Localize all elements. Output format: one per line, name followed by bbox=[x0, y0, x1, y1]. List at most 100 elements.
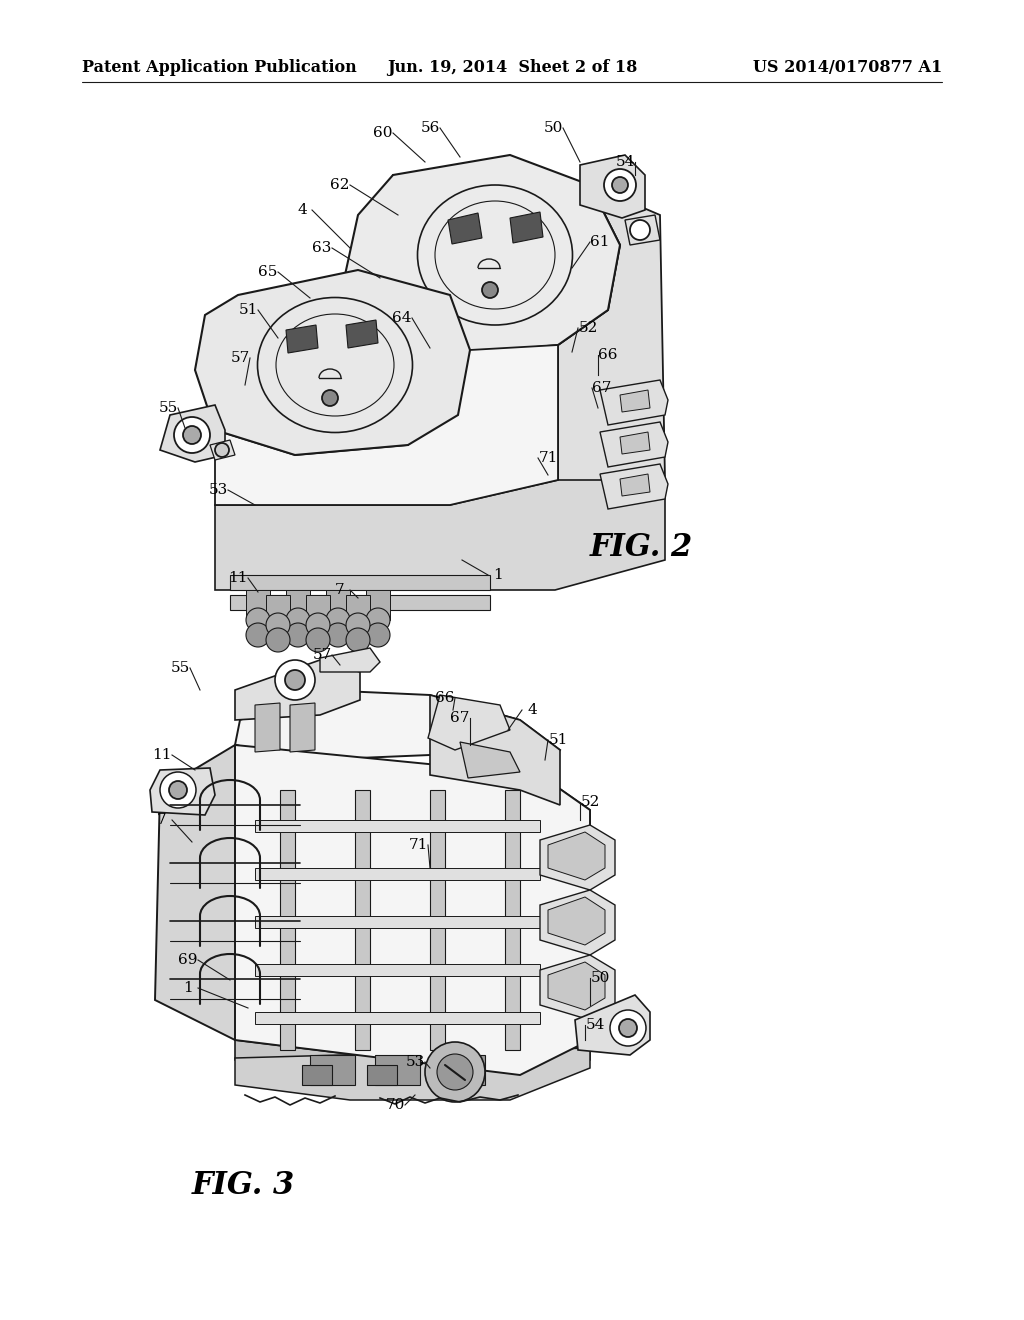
Polygon shape bbox=[548, 832, 605, 880]
Text: 7: 7 bbox=[158, 813, 167, 828]
Text: 65: 65 bbox=[258, 265, 278, 279]
Polygon shape bbox=[306, 595, 330, 624]
Polygon shape bbox=[319, 648, 380, 672]
Polygon shape bbox=[286, 325, 318, 352]
Polygon shape bbox=[358, 176, 620, 345]
Polygon shape bbox=[210, 440, 234, 459]
Text: 57: 57 bbox=[230, 351, 250, 366]
Text: 53: 53 bbox=[208, 483, 227, 498]
Polygon shape bbox=[346, 595, 370, 624]
Polygon shape bbox=[150, 768, 215, 814]
Circle shape bbox=[306, 612, 330, 638]
Text: 66: 66 bbox=[435, 690, 455, 705]
Text: 51: 51 bbox=[548, 733, 567, 747]
Text: 50: 50 bbox=[590, 972, 609, 985]
Text: Jun. 19, 2014  Sheet 2 of 18: Jun. 19, 2014 Sheet 2 of 18 bbox=[387, 59, 637, 77]
Text: 54: 54 bbox=[586, 1018, 605, 1032]
Text: 7: 7 bbox=[335, 583, 345, 597]
Text: FIG. 2: FIG. 2 bbox=[590, 532, 693, 564]
Text: 63: 63 bbox=[312, 242, 332, 255]
Polygon shape bbox=[505, 789, 520, 1049]
Polygon shape bbox=[540, 775, 590, 1060]
Circle shape bbox=[286, 623, 310, 647]
Polygon shape bbox=[195, 271, 470, 455]
Text: 54: 54 bbox=[615, 154, 635, 169]
Polygon shape bbox=[367, 1065, 397, 1085]
Polygon shape bbox=[230, 576, 490, 590]
Polygon shape bbox=[266, 595, 290, 624]
Polygon shape bbox=[440, 1055, 485, 1085]
Polygon shape bbox=[540, 954, 615, 1020]
Text: 4: 4 bbox=[527, 704, 537, 717]
Polygon shape bbox=[286, 590, 310, 620]
Text: 71: 71 bbox=[409, 838, 428, 851]
Text: 60: 60 bbox=[374, 125, 393, 140]
Circle shape bbox=[183, 426, 201, 444]
Text: 69: 69 bbox=[178, 953, 198, 968]
Circle shape bbox=[266, 628, 290, 652]
Circle shape bbox=[169, 781, 187, 799]
Text: 67: 67 bbox=[592, 381, 611, 395]
Polygon shape bbox=[234, 660, 360, 719]
Text: 66: 66 bbox=[598, 348, 617, 362]
Circle shape bbox=[322, 389, 338, 407]
Circle shape bbox=[286, 609, 310, 632]
Polygon shape bbox=[580, 154, 645, 218]
Polygon shape bbox=[366, 590, 390, 620]
Circle shape bbox=[630, 220, 650, 240]
Polygon shape bbox=[428, 696, 510, 750]
Circle shape bbox=[366, 609, 390, 632]
Polygon shape bbox=[600, 422, 668, 467]
Text: 64: 64 bbox=[392, 312, 412, 325]
Polygon shape bbox=[510, 213, 543, 243]
Circle shape bbox=[326, 623, 350, 647]
Polygon shape bbox=[215, 480, 665, 590]
Polygon shape bbox=[255, 704, 280, 752]
Text: 56: 56 bbox=[420, 121, 439, 135]
Polygon shape bbox=[326, 590, 350, 620]
Circle shape bbox=[160, 772, 196, 808]
Text: 70: 70 bbox=[385, 1098, 404, 1111]
Circle shape bbox=[285, 671, 305, 690]
Polygon shape bbox=[355, 789, 370, 1049]
Polygon shape bbox=[548, 962, 605, 1010]
Text: 61: 61 bbox=[590, 235, 609, 249]
Text: 55: 55 bbox=[159, 401, 177, 414]
Circle shape bbox=[215, 444, 229, 457]
Circle shape bbox=[246, 623, 270, 647]
Text: 1: 1 bbox=[494, 568, 503, 582]
Polygon shape bbox=[430, 789, 445, 1049]
Polygon shape bbox=[620, 432, 650, 454]
Circle shape bbox=[618, 1019, 637, 1038]
Circle shape bbox=[326, 609, 350, 632]
Circle shape bbox=[266, 612, 290, 638]
Circle shape bbox=[612, 177, 628, 193]
Polygon shape bbox=[255, 1012, 540, 1024]
Text: US 2014/0170877 A1: US 2014/0170877 A1 bbox=[753, 59, 942, 77]
Circle shape bbox=[366, 623, 390, 647]
Polygon shape bbox=[246, 590, 270, 620]
Polygon shape bbox=[280, 789, 295, 1049]
Polygon shape bbox=[620, 474, 650, 496]
Text: FIG. 3: FIG. 3 bbox=[193, 1170, 295, 1200]
Polygon shape bbox=[449, 213, 482, 244]
Polygon shape bbox=[345, 154, 620, 355]
Polygon shape bbox=[255, 820, 540, 832]
Circle shape bbox=[346, 612, 370, 638]
Text: 4: 4 bbox=[297, 203, 307, 216]
Polygon shape bbox=[215, 345, 558, 506]
Polygon shape bbox=[625, 215, 660, 246]
Polygon shape bbox=[346, 319, 378, 348]
Text: 50: 50 bbox=[544, 121, 562, 135]
Text: 62: 62 bbox=[331, 178, 350, 191]
Polygon shape bbox=[255, 869, 540, 880]
Polygon shape bbox=[460, 742, 520, 777]
Circle shape bbox=[437, 1053, 473, 1090]
Polygon shape bbox=[255, 916, 540, 928]
Polygon shape bbox=[290, 704, 315, 752]
Text: 11: 11 bbox=[153, 748, 172, 762]
Polygon shape bbox=[600, 465, 668, 510]
Polygon shape bbox=[430, 696, 560, 805]
Text: Patent Application Publication: Patent Application Publication bbox=[82, 59, 356, 77]
Text: 71: 71 bbox=[539, 451, 558, 465]
